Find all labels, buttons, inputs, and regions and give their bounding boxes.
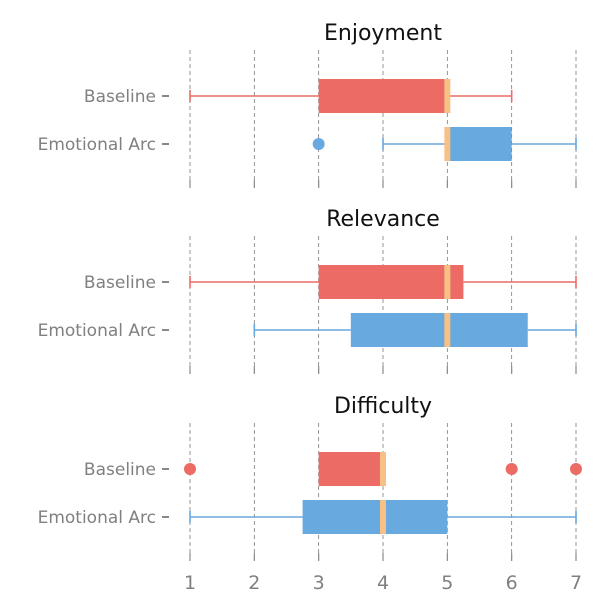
box-relevance-emotional-arc [350,313,528,347]
x-tick-label-2: 2 [248,572,260,594]
median-relevance-baseline [444,265,451,299]
outlier-difficulty-baseline-0 [184,463,196,475]
box-relevance-baseline [318,265,464,299]
box-enjoyment-baseline [318,79,448,113]
category-label-enjoyment-0: Baseline [84,87,156,107]
x-tick-label-4: 4 [377,572,389,594]
category-label-relevance-0: Baseline [84,273,156,293]
box-difficulty-emotional-arc [302,500,448,534]
x-tick-label-6: 6 [506,572,518,594]
median-enjoyment-emotional-arc [444,127,451,161]
category-label-enjoyment-1: Emotional Arc [38,135,156,155]
x-tick-label-1: 1 [184,572,196,594]
box-difficulty-baseline [318,452,383,486]
outlier-difficulty-baseline-1 [505,463,518,475]
panel-title-relevance: Relevance [326,207,440,232]
outlier-enjoyment-emotional-arc-0 [312,138,325,150]
outlier-difficulty-baseline-2 [570,463,582,475]
box-enjoyment-emotional-arc [447,127,512,161]
median-difficulty-baseline [380,452,386,486]
median-difficulty-emotional-arc [380,500,386,534]
median-relevance-emotional-arc [444,313,451,347]
category-label-difficulty-0: Baseline [84,460,156,480]
panel-title-difficulty: Difficulty [334,394,432,419]
category-label-relevance-1: Emotional Arc [38,321,156,341]
x-tick-label-7: 7 [570,572,582,594]
x-tick-label-5: 5 [441,572,453,594]
x-tick-label-3: 3 [313,572,325,594]
median-enjoyment-baseline [444,79,451,113]
panel-title-enjoyment: Enjoyment [324,21,442,46]
category-label-difficulty-1: Emotional Arc [38,508,156,528]
